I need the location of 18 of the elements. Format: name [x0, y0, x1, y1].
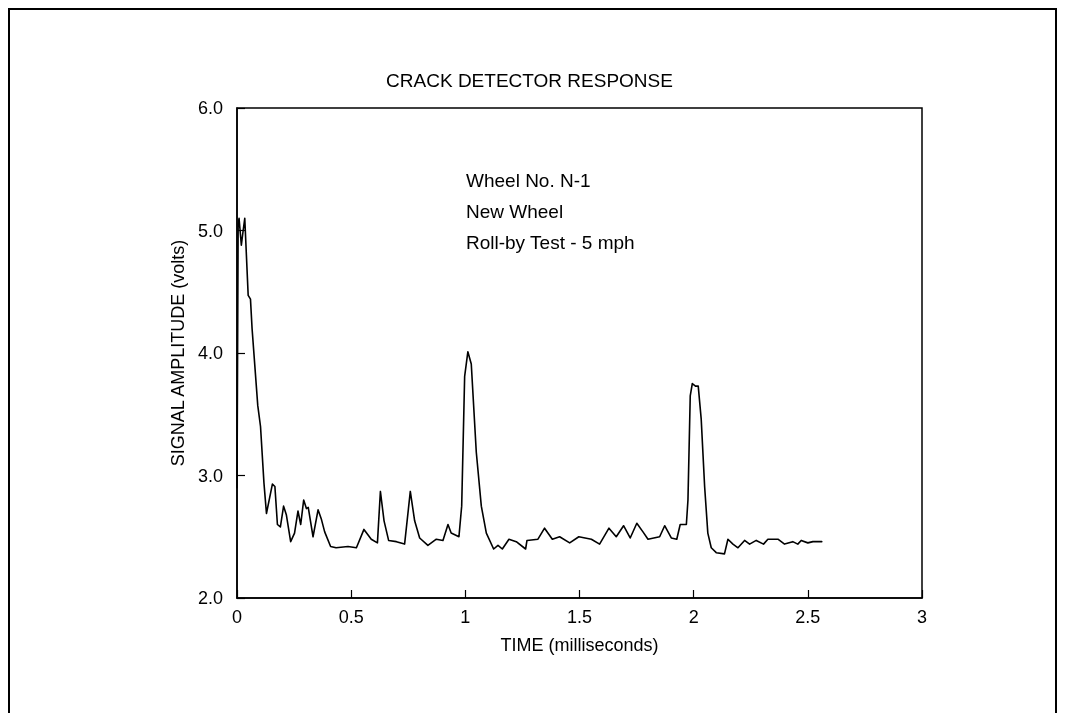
chart-title: CRACK DETECTOR RESPONSE — [386, 70, 673, 91]
y-tick-label: 6.0 — [197, 98, 223, 118]
annotation: New Wheel — [466, 200, 564, 222]
x-tick-label: 2 — [688, 607, 699, 627]
y-tick-label: 4.0 — [197, 343, 223, 363]
y-tick-label: 5.0 — [197, 220, 223, 241]
annotation: Roll-by Test - 5 mph — [466, 231, 635, 253]
y-axis-title: SIGNAL AMPLITUDE (volts) — [168, 239, 189, 467]
x-tick-label: 3 — [916, 607, 928, 627]
x-tick-label: 2.5 — [795, 607, 821, 627]
x-tick-label: 0.5 — [338, 607, 364, 627]
x-tick-label: 0 — [231, 607, 243, 627]
annotation: Wheel No. N-1 — [466, 169, 591, 191]
x-axis-title: TIME (milliseconds) — [500, 635, 659, 655]
x-tick-label: 1.5 — [566, 607, 593, 627]
y-tick-label: 2.0 — [197, 588, 223, 608]
x-tick-label: 1 — [460, 607, 471, 627]
y-tick-label: 3.0 — [197, 465, 223, 486]
